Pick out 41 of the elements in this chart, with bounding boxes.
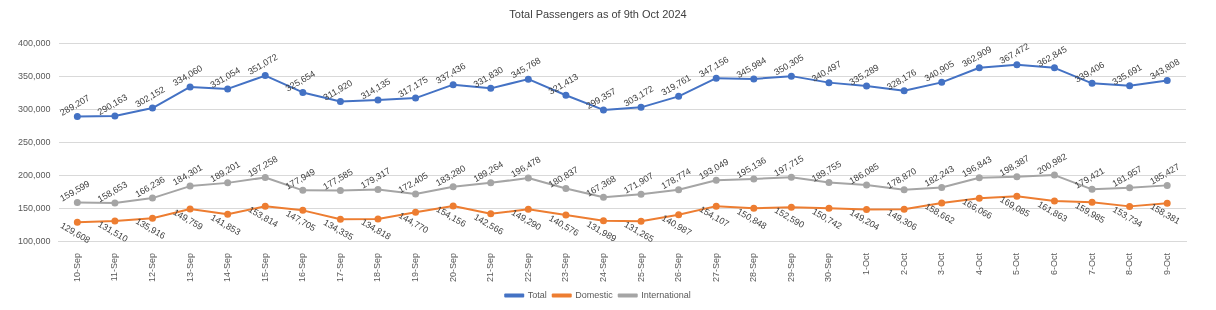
x-tick-label: 26-Sep — [673, 252, 684, 283]
x-tick-label: 18-Sep — [372, 252, 383, 283]
y-tick-label: 200,000 — [17, 170, 51, 181]
legend-label: International — [641, 289, 691, 300]
x-tick-label: 7-Oct — [1086, 252, 1097, 275]
x-tick-label: 21-Sep — [485, 252, 496, 283]
x-tick-label: 4-Oct — [973, 252, 984, 275]
x-tick-label: 30-Sep — [823, 252, 834, 283]
x-tick-label: 8-Oct — [1124, 252, 1135, 275]
x-tick-label: 2-Oct — [898, 252, 909, 275]
x-tick-label: 28-Sep — [748, 252, 759, 283]
x-tick-label: 27-Sep — [710, 252, 721, 283]
x-tick-label: 5-Oct — [1011, 252, 1022, 275]
x-tick-label: 9-Oct — [1161, 252, 1172, 275]
x-tick-label: 19-Sep — [410, 252, 421, 283]
x-tick-label: 14-Sep — [222, 252, 233, 283]
x-tick-label: 22-Sep — [522, 252, 533, 283]
x-tick-label: 6-Oct — [1048, 252, 1059, 275]
x-tick-label: 1-Oct — [861, 252, 872, 275]
x-tick-label: 16-Sep — [297, 252, 308, 283]
x-tick-label: 15-Sep — [259, 252, 270, 283]
x-tick-label: 29-Sep — [785, 252, 796, 283]
x-tick-label: 24-Sep — [597, 252, 608, 283]
legend-label: Total — [527, 289, 547, 300]
y-tick-label: 300,000 — [17, 103, 51, 114]
x-tick-label: 23-Sep — [560, 252, 571, 283]
x-tick-label: 3-Oct — [936, 252, 947, 275]
y-tick-label: 100,000 — [17, 236, 51, 247]
y-tick-label: 250,000 — [17, 137, 51, 148]
x-tick-label: 13-Sep — [184, 252, 195, 283]
x-tick-label: 10-Sep — [71, 252, 82, 283]
x-tick-label: 11-Sep — [109, 252, 120, 282]
x-tick-label: 17-Sep — [334, 252, 345, 283]
chart-title: Total Passengers as of 9th Oct 2024 — [509, 7, 687, 20]
x-tick-label: 12-Sep — [146, 252, 157, 283]
y-tick-label: 400,000 — [17, 37, 51, 48]
y-tick-label: 150,000 — [17, 203, 51, 214]
y-tick-label: 350,000 — [17, 70, 51, 81]
x-tick-label: 20-Sep — [447, 252, 458, 283]
legend-label: Domestic — [575, 289, 614, 300]
x-tick-label: 25-Sep — [635, 252, 646, 283]
